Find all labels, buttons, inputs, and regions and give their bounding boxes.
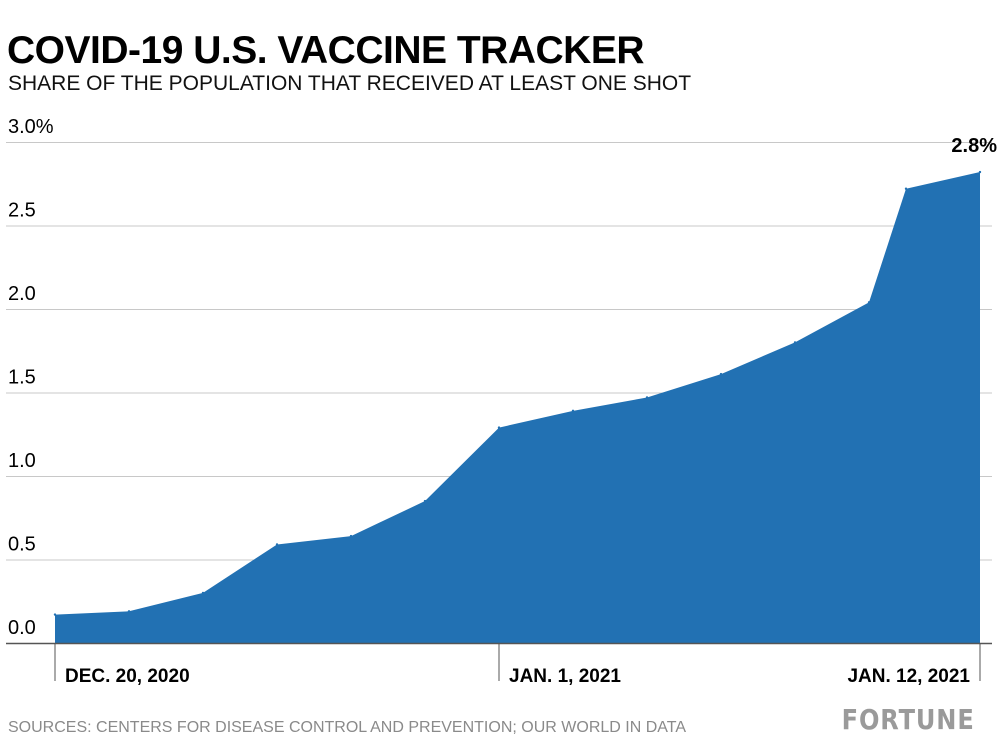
x-tick-label: DEC. 20, 2020 bbox=[65, 666, 190, 687]
area-series bbox=[55, 172, 980, 643]
data-point bbox=[867, 301, 871, 304]
y-tick-label: 1.5 bbox=[8, 367, 36, 389]
y-tick-label: 1.0 bbox=[8, 450, 36, 472]
chart-title: COVID-19 U.S. VACCINE TRACKER bbox=[7, 29, 645, 72]
data-point bbox=[793, 341, 797, 344]
data-point bbox=[645, 396, 649, 399]
x-tick-label: JAN. 12, 2021 bbox=[847, 666, 970, 687]
source-note: SOURCES: CENTERS FOR DISEASE CONTROL AND… bbox=[8, 719, 687, 736]
fortune-logo: FORTUNE bbox=[842, 703, 975, 736]
data-point bbox=[275, 543, 279, 546]
data-point bbox=[201, 591, 205, 595]
axes bbox=[6, 642, 992, 681]
x-tick-label: JAN. 1, 2021 bbox=[509, 666, 621, 687]
data-point bbox=[978, 170, 982, 174]
plot-area bbox=[53, 170, 982, 643]
y-tick-label: 0.0 bbox=[8, 617, 36, 639]
data-point bbox=[497, 426, 501, 429]
data-point bbox=[349, 534, 353, 538]
data-point bbox=[571, 409, 575, 413]
y-tick-label: 0.5 bbox=[8, 534, 36, 556]
end-value-label: 2.8% bbox=[951, 135, 997, 157]
data-point bbox=[127, 610, 131, 613]
data-point bbox=[719, 372, 723, 376]
data-point bbox=[904, 187, 908, 190]
data-point bbox=[423, 499, 427, 503]
y-tick-label: 3.0% bbox=[8, 116, 54, 138]
labels: 3.0% 2.5 2.0 1.5 1.0 0.5 0.0 DEC. 20, 2020 JAN. … bbox=[8, 116, 997, 687]
y-tick-label: 2.0 bbox=[8, 283, 36, 305]
y-tick-label: 2.5 bbox=[8, 200, 36, 222]
chart-subtitle: SHARE OF THE POPULATION THAT RECEIVED AT… bbox=[8, 72, 692, 95]
data-point bbox=[53, 613, 57, 616]
